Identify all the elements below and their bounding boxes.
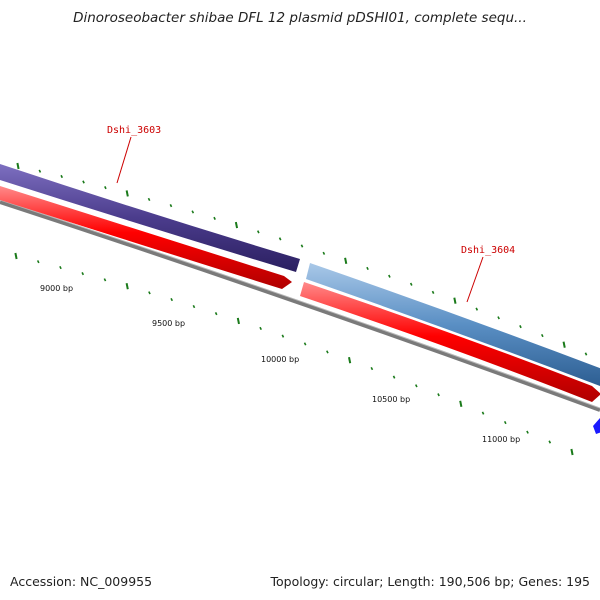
inner-tick [548, 440, 552, 444]
scale-label-10000: 10000 bp [261, 355, 299, 364]
inner-tick [259, 326, 262, 331]
tick-marks-inner [14, 252, 574, 456]
inner-tick [81, 272, 85, 276]
map-title: Dinoroseobacter shibae DFL 12 plasmid pD… [73, 10, 527, 26]
outer-tick [147, 197, 151, 202]
outer-tick [82, 180, 85, 184]
inner-tick [14, 252, 18, 260]
inner-tick [392, 375, 396, 379]
outer-tick [104, 186, 107, 190]
inner-tick [170, 297, 174, 302]
outer-tick [213, 216, 216, 220]
outer-tick [540, 333, 544, 338]
inner-tick [192, 304, 196, 309]
outer-tick [562, 341, 566, 348]
inner-tick [459, 400, 463, 408]
inner-tick [236, 317, 240, 325]
outer-tick [322, 251, 326, 255]
tick-marks-outer [16, 162, 588, 356]
outer-tick [453, 297, 457, 304]
gene-label-dshi-3604: Dshi_3604 [461, 245, 515, 256]
cds-arrow-1[interactable] [0, 186, 292, 289]
outer-tick [344, 257, 348, 264]
inner-tick [414, 384, 418, 388]
inner-tick [526, 430, 529, 434]
label-line-dshi-3604 [466, 256, 484, 303]
outer-tick [256, 230, 260, 234]
inner-tick [59, 265, 62, 270]
outer-tick [584, 352, 588, 356]
cds-arrow-2[interactable] [300, 282, 600, 402]
scale-label-11000: 11000 bp [482, 435, 520, 444]
outer-tick [191, 210, 195, 214]
inner-tick [481, 411, 485, 415]
outer-tick [431, 290, 435, 294]
inner-tick [36, 260, 40, 264]
inner-tick [303, 342, 307, 346]
scale-label-10500: 10500 bp [372, 395, 410, 404]
outer-tick [475, 307, 479, 311]
inner-tick [326, 350, 329, 354]
inner-tick [348, 356, 352, 364]
outer-tick [169, 204, 173, 208]
inner-tick [503, 420, 507, 425]
outer-tick [234, 221, 239, 229]
gene-bar-dshi-3603[interactable] [0, 164, 300, 272]
inner-tick [125, 283, 129, 290]
outer-tick [300, 244, 304, 248]
scale-label-9500: 9500 bp [152, 319, 185, 328]
inner-tick [214, 312, 218, 316]
inner-tick [148, 291, 151, 295]
outer-tick [38, 169, 42, 173]
gene-marker-partial[interactable] [593, 418, 600, 434]
inner-tick [281, 334, 285, 338]
gene-label-dshi-3603: Dshi_3603 [107, 125, 161, 136]
outer-tick [388, 274, 391, 278]
scale-label-9000: 9000 bp [40, 284, 73, 293]
sequence-backbone-highlight [0, 199, 600, 409]
outer-tick [278, 237, 282, 241]
outer-tick [409, 282, 413, 286]
outer-tick [497, 316, 500, 320]
label-line-dshi-3603 [116, 136, 132, 184]
outer-tick [366, 266, 369, 271]
accession-text: Accession: NC_009955 [10, 574, 153, 589]
topology-stats-text: Topology: circular; Length: 190,506 bp; … [270, 574, 591, 589]
inner-tick [570, 448, 574, 456]
outer-tick [125, 190, 129, 197]
inner-tick [370, 366, 374, 371]
outer-tick [16, 162, 20, 170]
gene-bar-dshi-3604[interactable] [306, 263, 600, 386]
outer-tick [519, 324, 522, 329]
inner-tick [103, 278, 107, 282]
inner-tick [437, 393, 440, 397]
sequence-backbone [0, 200, 600, 412]
outer-tick [60, 174, 64, 179]
